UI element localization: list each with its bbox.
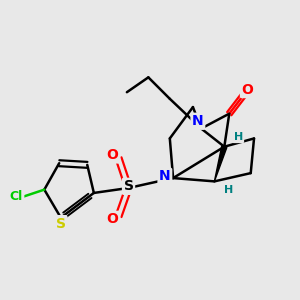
Text: Cl: Cl	[10, 190, 23, 203]
Text: O: O	[107, 212, 118, 226]
Text: H: H	[234, 132, 243, 142]
Text: S: S	[124, 179, 134, 193]
Text: H: H	[224, 184, 233, 195]
Text: N: N	[192, 114, 204, 128]
Text: S: S	[56, 217, 66, 231]
Text: N: N	[159, 169, 171, 183]
Polygon shape	[214, 146, 227, 182]
Text: O: O	[242, 82, 254, 97]
Text: O: O	[107, 148, 118, 162]
